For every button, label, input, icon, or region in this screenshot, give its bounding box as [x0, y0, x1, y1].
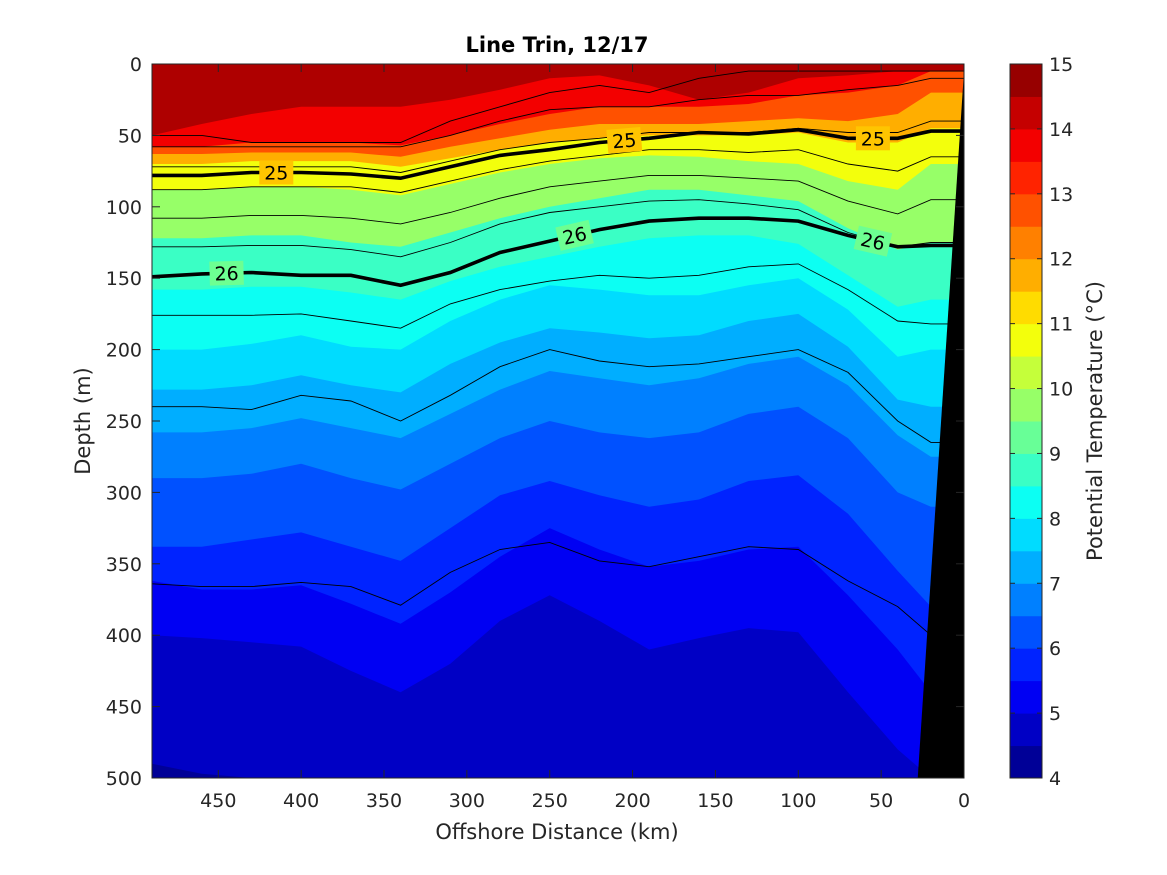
contour-line-3: [152, 149, 964, 193]
colorbar-swatch: [1010, 745, 1042, 779]
colorbar: [1010, 64, 1042, 779]
colorbar-swatch: [1010, 258, 1042, 292]
contour-line-4: [152, 174, 964, 225]
colorbar-swatch: [1010, 615, 1042, 649]
x-tick-label: 150: [697, 790, 733, 812]
x-tick-label: 400: [283, 790, 319, 812]
colorbar-tick-label: 6: [1049, 638, 1061, 660]
colorbar-swatch: [1010, 453, 1042, 487]
contour-line-6: [152, 263, 964, 329]
colorbar-tick-label: 15: [1049, 54, 1073, 76]
y-tick-label: 400: [106, 625, 142, 647]
colorbar-swatch: [1010, 128, 1042, 162]
colorbar-swatch: [1010, 96, 1042, 130]
y-tick-label: 150: [106, 268, 142, 290]
seafloor-mask: [917, 71, 964, 778]
x-tick-label: 300: [449, 790, 485, 812]
colorbar-swatch: [1010, 356, 1042, 390]
colorbar-tick-label: 13: [1049, 184, 1073, 206]
colorbar-swatch: [1010, 291, 1042, 325]
x-axis-label: Offshore Distance (km): [435, 820, 678, 844]
colorbar-swatch: [1010, 485, 1042, 519]
temp-band-5: [152, 595, 964, 778]
svg-text:25: 25: [861, 128, 885, 150]
colorbar-label: Potential Temperature (°C): [1083, 281, 1107, 561]
y-tick-label: 350: [106, 554, 142, 576]
x-axis: 450 400 350 300 250 200 150 100 50 0: [200, 64, 970, 812]
colorbar-tick-label: 11: [1049, 314, 1073, 336]
colorbar-swatch: [1010, 583, 1042, 617]
isopycnal-label-25: 25: [259, 160, 294, 185]
colorbar-tick-label: 9: [1049, 443, 1061, 465]
y-tick-label: 500: [106, 768, 142, 790]
svg-text:25: 25: [611, 129, 637, 153]
colorbar-swatch: [1010, 226, 1042, 260]
colorbar-swatch: [1010, 680, 1042, 714]
isopycnal-label-26: 26: [555, 219, 594, 251]
colorbar-tick-label: 14: [1049, 119, 1073, 141]
y-tick-label: 450: [106, 697, 142, 719]
y-tick-label: 250: [106, 411, 142, 433]
chart-title: Line Trin, 12/17: [465, 33, 648, 57]
x-tick-label: 0: [958, 790, 970, 812]
plot-area: [152, 64, 964, 778]
x-tick-label: 450: [200, 790, 236, 812]
y-tick-label: 200: [106, 340, 142, 362]
colorbar-tick-label: 7: [1049, 573, 1061, 595]
colorbar-tick-label: 12: [1049, 249, 1073, 271]
svg-text:26: 26: [561, 223, 589, 250]
colorbar-swatch: [1010, 193, 1042, 227]
y-axis-label: Depth (m): [71, 367, 95, 474]
colorbar-swatch: [1010, 64, 1042, 97]
contour-line-7: [152, 349, 964, 443]
colorbar-tick-label: 4: [1049, 768, 1061, 790]
y-tick-label: 300: [106, 482, 142, 504]
x-tick-label: 200: [614, 790, 650, 812]
colorbar-tick-label: 10: [1049, 379, 1073, 401]
x-tick-label: 50: [869, 790, 893, 812]
colorbar-swatch: [1010, 161, 1042, 195]
isopycnal-label-25: 25: [855, 126, 890, 151]
svg-text:26: 26: [214, 263, 239, 286]
contour-line-5: [152, 199, 964, 258]
isopycnal-label-25: 25: [606, 126, 643, 154]
colorbar-tick-label: 8: [1049, 508, 1061, 530]
colorbar-axis: 4 5 6 7 8 9 10 11 12 13 14 15: [1010, 54, 1073, 790]
y-tick-label: 50: [118, 125, 142, 147]
colorbar-swatch: [1010, 713, 1042, 747]
colorbar-swatch: [1010, 550, 1042, 584]
y-tick-label: 0: [130, 54, 142, 76]
colorbar-swatch: [1010, 323, 1042, 357]
svg-text:26: 26: [858, 229, 886, 256]
x-tick-label: 250: [532, 790, 568, 812]
x-tick-label: 100: [780, 790, 816, 812]
contour-line-8: [152, 541, 964, 636]
colorbar-tick-label: 5: [1049, 703, 1061, 725]
colorbar-frame: [1009, 63, 1043, 779]
isopycnal-label-26: 26: [853, 225, 893, 257]
x-tick-label: 350: [366, 790, 402, 812]
isopycnal-label-26: 26: [209, 260, 244, 286]
y-axis: 0 50 100 150 200 250 300 350 400 450 500: [106, 54, 964, 790]
temp-band-4.5: [152, 763, 964, 778]
y-tick-label: 100: [106, 197, 142, 219]
colorbar-swatch: [1010, 421, 1042, 454]
contour-line-1: [152, 77, 964, 148]
contour-line-0: [152, 70, 964, 143]
colorbar-swatch: [1010, 648, 1042, 682]
colorbar-swatch: [1010, 388, 1042, 422]
svg-text:25: 25: [264, 163, 288, 185]
colorbar-swatch: [1010, 518, 1042, 552]
